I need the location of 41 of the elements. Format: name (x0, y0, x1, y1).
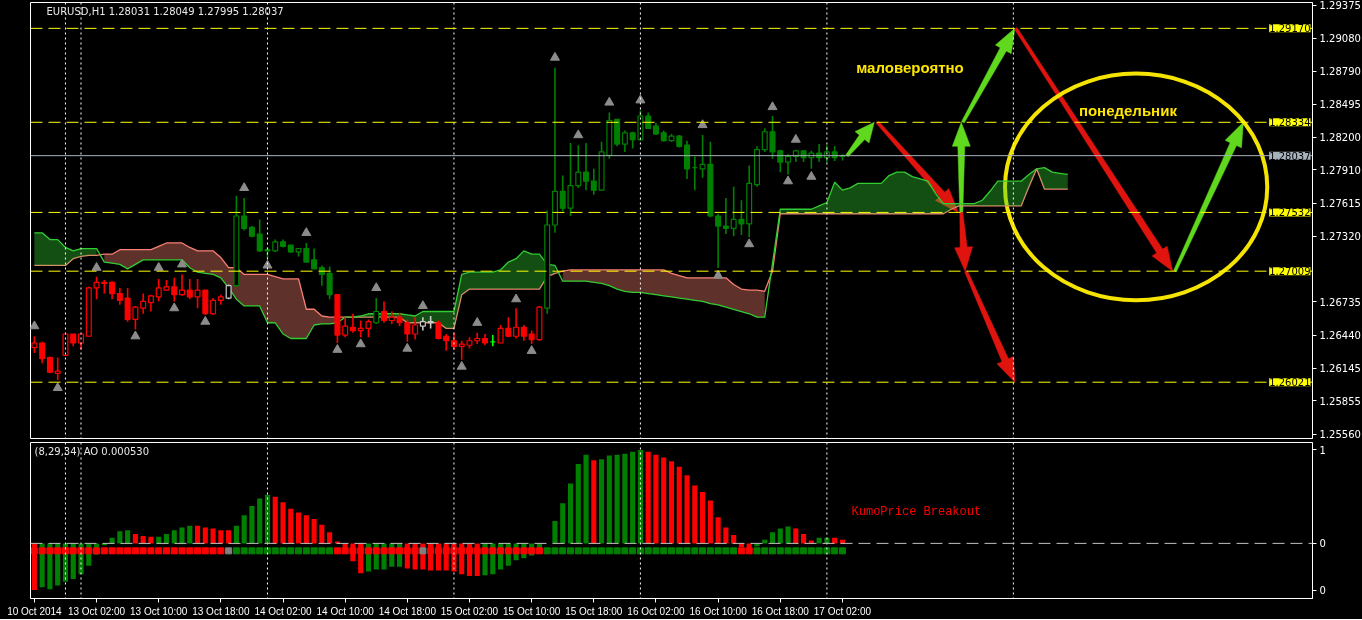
y-tick-label: 0 (1319, 538, 1326, 550)
annotation: KumoPrice Breakout (851, 505, 982, 520)
x-tick-label: 13 Oct 18:00 (192, 605, 250, 617)
x-tick-label: 16 Oct 10:00 (689, 605, 748, 617)
ref-line-label: 1.26021 (1269, 377, 1311, 389)
y-tick-label: 0 (1319, 585, 1326, 597)
y-tick-label: 1.29375 (1319, 0, 1361, 12)
x-tick-label: 15 Oct 18:00 (565, 605, 623, 617)
y-tick-label: 1 (1319, 444, 1326, 456)
y-tick-label: 1.27910 (1319, 164, 1361, 176)
x-tick-label: 16 Oct 18:00 (751, 605, 810, 617)
x-tick-label: 14 Oct 10:00 (316, 605, 375, 617)
y-tick-label: 1.26145 (1319, 363, 1361, 375)
annotation: маловероятно (856, 58, 964, 76)
annotation: понедельник (1078, 101, 1178, 119)
x-tick-label: 13 Oct 02:00 (67, 605, 126, 617)
y-tick-label: 1.26440 (1319, 330, 1361, 342)
y-tick-label: 1.26735 (1319, 296, 1361, 308)
y-tick-label: 1.25855 (1319, 395, 1361, 407)
x-tick-label: 16 Oct 02:00 (627, 605, 686, 617)
y-tick-label: 1.25560 (1319, 429, 1361, 441)
ref-line-label: 1.28037 (1269, 150, 1311, 162)
ref-line-label: 1.27009 (1269, 266, 1311, 278)
x-tick-label: 17 Oct 02:00 (813, 605, 872, 617)
y-tick-label: 1.28790 (1319, 66, 1361, 78)
y-tick-label: 1.27320 (1319, 231, 1361, 243)
x-tick-label: 15 Oct 02:00 (440, 605, 499, 617)
chart-title: EURUSD,H1 1.28031 1.28049 1.27995 1.28037 (46, 5, 284, 17)
ref-line-label: 1.27532 (1269, 207, 1311, 219)
y-tick-label: 1.28200 (1319, 132, 1361, 144)
y-tick-label: 1.28495 (1319, 99, 1361, 111)
x-tick-label: 15 Oct 10:00 (503, 605, 561, 617)
chart-title: (8,29,34) AO 0.000530 (34, 445, 150, 457)
x-tick-label: 14 Oct 18:00 (378, 605, 437, 617)
x-tick-label: 10 Oct 2014 (7, 605, 63, 617)
ref-line-label: 1.28334 (1269, 117, 1311, 129)
x-tick-label: 14 Oct 02:00 (254, 605, 313, 617)
y-tick-label: 1.27615 (1319, 198, 1361, 210)
ref-line-label: 1.29170 (1269, 23, 1311, 35)
x-tick-label: 13 Oct 10:00 (130, 605, 188, 617)
y-tick-label: 1.29080 (1319, 33, 1361, 45)
